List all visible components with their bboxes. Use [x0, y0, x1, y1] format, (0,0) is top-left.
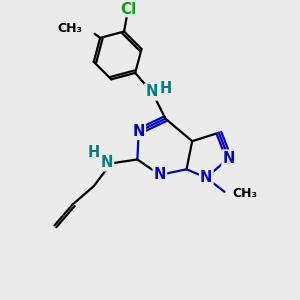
Text: N: N: [133, 124, 145, 139]
Text: N: N: [223, 151, 235, 166]
Text: Cl: Cl: [120, 2, 136, 16]
Text: CH₃: CH₃: [232, 187, 257, 200]
Text: N: N: [200, 170, 212, 185]
Text: CH₃: CH₃: [57, 22, 82, 34]
Text: N: N: [145, 85, 158, 100]
Text: H: H: [88, 145, 100, 160]
Text: N: N: [101, 155, 113, 170]
Text: N: N: [154, 167, 166, 182]
Text: H: H: [159, 81, 172, 96]
